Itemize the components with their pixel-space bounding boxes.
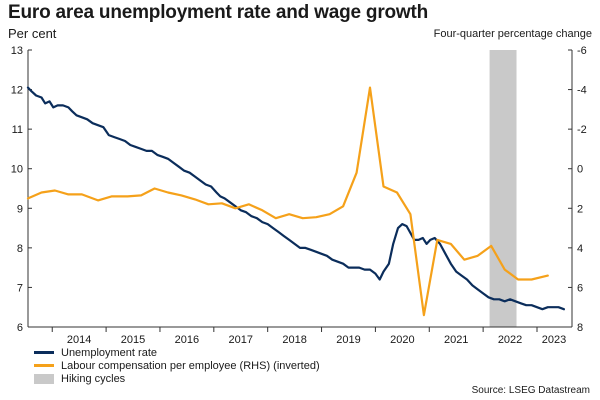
legend-item-hiking: Hiking cycles [34,372,320,385]
left-axis-units: Per cent [8,26,57,41]
legend-swatch-wages [34,364,54,367]
right-tick-label: 6 [577,282,583,294]
x-tick-label: 2021 [444,334,468,346]
legend-label-unemployment: Unemployment rate [61,346,157,359]
right-tick-label: 8 [577,322,583,334]
series-lines [26,86,565,317]
tick-labels: 6 7 8 9 10 11 12 13 8 6 4 2 0 -2 -4 -6 2014 2015 2016 2017 2… [11,45,587,346]
shaded-regions [489,50,517,327]
unemployment-line [26,86,565,311]
legend-swatch-unemployment [34,351,54,354]
right-tick-label: 0 [577,164,583,176]
right-tick-label: -4 [577,85,587,97]
axes [27,49,573,332]
left-tick-label: 11 [12,124,23,136]
right-tick-label: 2 [577,203,583,215]
right-tick-label: -6 [577,45,587,57]
x-tick-label: 2020 [390,334,414,346]
legend-label-wages: Labour compensation per employee (RHS) (… [61,359,320,372]
left-tick-label: 6 [17,322,23,334]
hiking-cycle-band [489,50,517,327]
x-tick-label: 2023 [542,334,566,346]
left-tick-label: 10 [11,164,23,176]
legend: Unemployment rate Labour compensation pe… [34,346,320,385]
legend-swatch-hiking [34,373,54,384]
x-tick-label: 2019 [336,334,360,346]
legend-label-hiking: Hiking cycles [61,372,126,385]
left-tick-label: 9 [17,203,23,215]
chart-title: Euro area unemployment rate and wage gro… [8,2,429,23]
x-tick-label: 2014 [67,334,91,346]
left-tick-label: 7 [17,282,23,294]
right-axis-units: Four-quarter percentage change [433,28,592,40]
legend-item-unemployment: Unemployment rate [34,346,320,359]
x-tick-label: 2017 [229,334,253,346]
x-tick-label: 2018 [282,334,306,346]
left-tick-label: 13 [11,45,23,57]
left-tick-label: 12 [11,85,23,97]
x-tick-label: 2015 [121,334,145,346]
x-tick-label: 2022 [498,334,522,346]
right-tick-label: -2 [577,124,587,136]
right-tick-label: 4 [577,243,583,255]
source-note: Source: LSEG Datastream [471,385,590,396]
wage-growth-line [26,86,549,317]
x-tick-label: 2016 [175,334,199,346]
left-tick-label: 8 [17,243,23,255]
legend-item-wages: Labour compensation per employee (RHS) (… [34,359,320,372]
